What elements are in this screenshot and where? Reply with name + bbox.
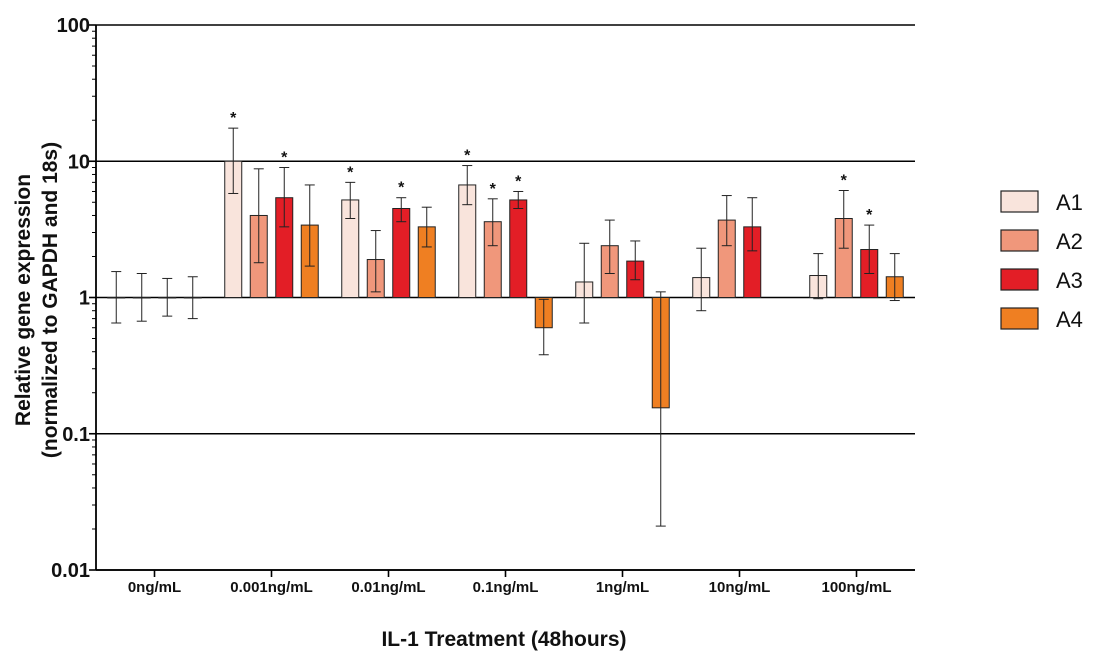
y-tick-labels: 0.01 0.1 1 10 100 <box>51 15 90 582</box>
y-tick-label: 0.01 <box>51 560 90 582</box>
bar-A3-0.1ng/mL <box>509 199 528 299</box>
legend-label-A2: A2 <box>1056 229 1083 254</box>
y-axis-title-line2: (normalized to GAPDH and 18s) <box>39 142 62 458</box>
significance-star: * <box>398 180 405 197</box>
y-tick-label: 1 <box>79 288 90 310</box>
legend-swatch-A3 <box>1000 268 1039 291</box>
y-tick-label: 10 <box>68 151 90 173</box>
legend-swatch-A4 <box>1000 307 1039 330</box>
x-tick-label: 100ng/mL <box>821 579 891 596</box>
significance-star: * <box>866 207 873 224</box>
x-tick-label: 0.001ng/mL <box>230 579 313 596</box>
significance-star: * <box>281 149 288 166</box>
x-tick-label: 0ng/mL <box>128 579 181 596</box>
x-axis-title: IL-1 Treatment (48hours) <box>381 628 626 651</box>
axes <box>89 24 915 577</box>
significance-star: * <box>515 173 522 190</box>
legend-swatch-A2 <box>1000 229 1039 252</box>
x-tick-label: 1ng/mL <box>596 579 649 596</box>
significance-star: * <box>347 164 354 181</box>
bars-layer <box>107 127 904 527</box>
y-tick-label: 0.1 <box>62 424 90 446</box>
y-tick-label: 100 <box>57 15 90 37</box>
gridlines <box>96 24 915 571</box>
y-axis-title-line1: Relative gene expression <box>12 174 35 426</box>
significance-star: * <box>841 172 848 189</box>
significance-markers: * * * * * * * * * <box>230 110 873 224</box>
significance-star: * <box>464 148 471 165</box>
x-tick-labels: 0ng/mL 0.001ng/mL 0.01ng/mL 0.1ng/mL 1ng/mL 1… <box>128 579 892 596</box>
x-tick-label: 10ng/mL <box>709 579 771 596</box>
significance-star: * <box>230 110 237 127</box>
legend-swatch-A1 <box>1000 190 1039 213</box>
legend-label-A3: A3 <box>1056 268 1083 293</box>
x-tick-label: 0.01ng/mL <box>351 579 425 596</box>
legend-label-A4: A4 <box>1056 307 1083 332</box>
significance-star: * <box>490 181 497 198</box>
legend-label-A1: A1 <box>1056 190 1083 215</box>
x-tick-label: 0.1ng/mL <box>473 579 539 596</box>
legend: A1 A2 A3 A4 <box>1000 190 1083 332</box>
